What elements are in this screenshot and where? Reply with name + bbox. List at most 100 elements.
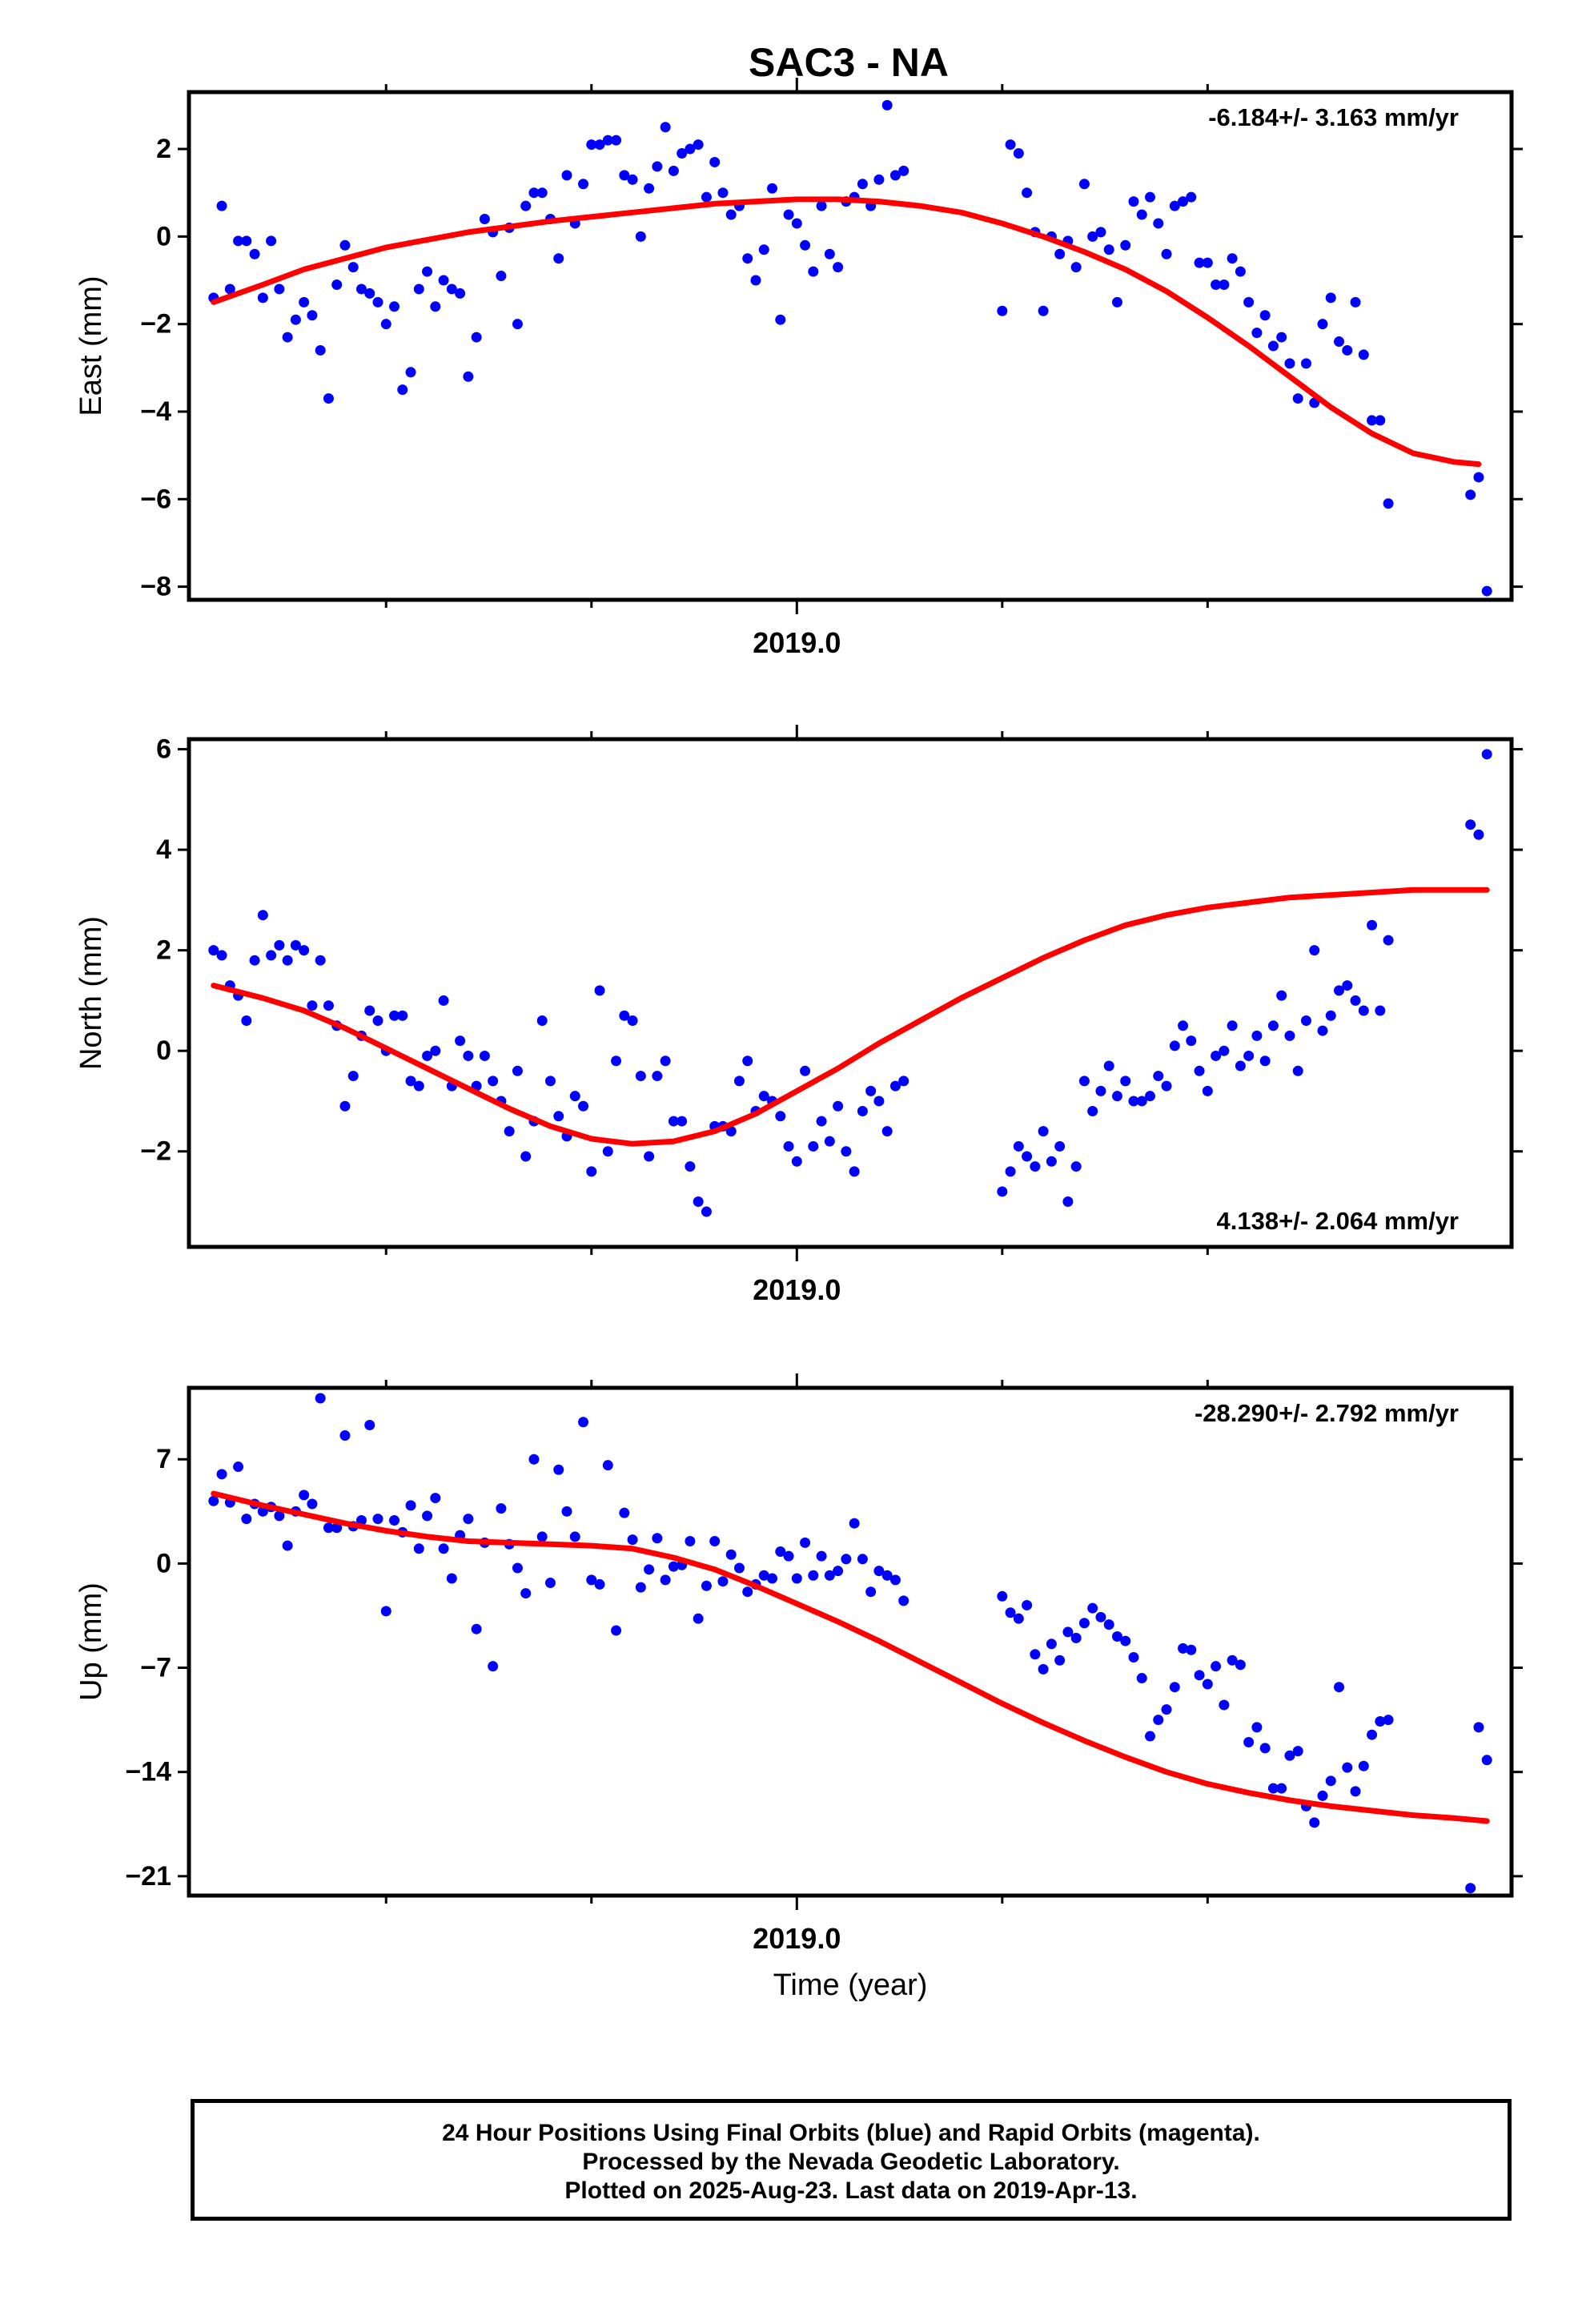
data-point <box>602 1460 613 1471</box>
data-point <box>536 187 548 199</box>
data-point <box>800 1537 811 1548</box>
data-point <box>873 174 885 185</box>
y-tick-label: 0 <box>156 1548 171 1578</box>
data-point <box>380 319 391 330</box>
x-tick-label: 2019.0 <box>753 1922 841 1955</box>
data-point <box>660 1055 671 1067</box>
data-point <box>1251 328 1263 339</box>
data-point <box>471 1623 482 1634</box>
data-point <box>1317 1790 1328 1801</box>
data-point <box>1334 1682 1345 1693</box>
data-point <box>1120 1635 1131 1647</box>
plot-frame <box>187 1385 1514 1898</box>
data-point <box>1259 1743 1271 1754</box>
data-point <box>824 1570 835 1581</box>
data-point <box>216 200 227 211</box>
data-point <box>1202 1679 1213 1690</box>
data-point <box>364 287 375 299</box>
data-point <box>1473 472 1484 483</box>
data-point <box>1284 1750 1295 1761</box>
data-point <box>1128 1652 1139 1663</box>
rate-annotation: 4.138+/- 2.064 mm/yr <box>1217 1207 1459 1235</box>
data-point <box>1375 1715 1386 1727</box>
data-point <box>717 1576 729 1587</box>
data-point <box>791 1156 802 1167</box>
data-point <box>997 305 1008 316</box>
data-point <box>889 1574 901 1586</box>
data-point <box>430 1045 441 1056</box>
data-point <box>1054 248 1066 259</box>
data-point <box>1078 179 1090 190</box>
data-point <box>1243 1736 1255 1747</box>
data-point <box>355 1514 367 1526</box>
data-point <box>849 1166 860 1177</box>
data-point <box>266 950 277 961</box>
data-point <box>536 1531 548 1542</box>
data-point <box>1136 209 1147 220</box>
data-point <box>627 174 638 185</box>
data-point <box>1169 1682 1180 1693</box>
data-point <box>1350 1786 1361 1797</box>
data-point <box>257 910 268 921</box>
data-point <box>824 1136 835 1147</box>
data-point <box>619 170 630 181</box>
data-point <box>742 253 753 264</box>
data-point <box>1095 1611 1106 1622</box>
data-point <box>1251 1722 1263 1733</box>
data-point <box>1005 1166 1016 1177</box>
data-point <box>282 332 293 343</box>
data-point <box>733 1076 745 1087</box>
data-point <box>693 139 704 151</box>
data-point <box>307 310 318 321</box>
data-point <box>857 179 868 190</box>
data-point <box>1070 1632 1082 1643</box>
trend-line <box>211 196 1482 468</box>
data-point <box>1367 919 1378 931</box>
data-point <box>1078 1076 1090 1087</box>
data-point <box>1178 1642 1189 1654</box>
footer-caption-box: 24 Hour Positions Using Final Orbits (bl… <box>191 2099 1512 2221</box>
data-point <box>1292 1746 1303 1757</box>
data-point <box>315 344 326 356</box>
data-point <box>578 1100 589 1112</box>
data-point <box>1038 1126 1049 1137</box>
data-point <box>397 1010 408 1021</box>
data-point <box>1309 1817 1320 1828</box>
data-point <box>299 1490 310 1501</box>
data-point <box>594 1578 605 1590</box>
y-tick-label: −6 <box>140 484 171 514</box>
data-point <box>1145 1091 1156 1102</box>
data-point <box>274 1510 285 1522</box>
data-point <box>405 1500 416 1511</box>
data-point <box>1259 1055 1271 1067</box>
data-point <box>1375 1005 1386 1016</box>
data-point <box>1473 1722 1484 1733</box>
data-point <box>783 209 794 220</box>
data-point <box>339 239 351 251</box>
data-point <box>742 1586 753 1598</box>
data-point <box>307 1498 318 1510</box>
data-point <box>1473 829 1484 840</box>
y-tick-label: 0 <box>156 1035 171 1066</box>
data-point <box>1169 200 1180 211</box>
data-point <box>725 1126 737 1137</box>
data-point <box>865 1586 877 1598</box>
trend-line <box>211 887 1490 1147</box>
data-point <box>660 1574 671 1586</box>
data-point <box>208 1495 219 1506</box>
data-point <box>1161 1704 1172 1715</box>
data-point <box>1465 819 1476 830</box>
data-point <box>463 1050 474 1061</box>
data-point <box>1317 319 1328 330</box>
data-point <box>775 1111 786 1122</box>
data-point <box>1284 358 1295 369</box>
data-point <box>389 1010 400 1021</box>
data-point <box>1186 1035 1197 1047</box>
y-tick-label: −2 <box>140 1136 171 1167</box>
data-point <box>1358 349 1369 360</box>
data-point <box>997 1590 1008 1602</box>
data-point <box>1070 262 1082 273</box>
data-point <box>1145 191 1156 203</box>
rate-annotation: -28.290+/- 2.792 mm/yr <box>1195 1399 1459 1427</box>
data-point <box>824 248 835 259</box>
